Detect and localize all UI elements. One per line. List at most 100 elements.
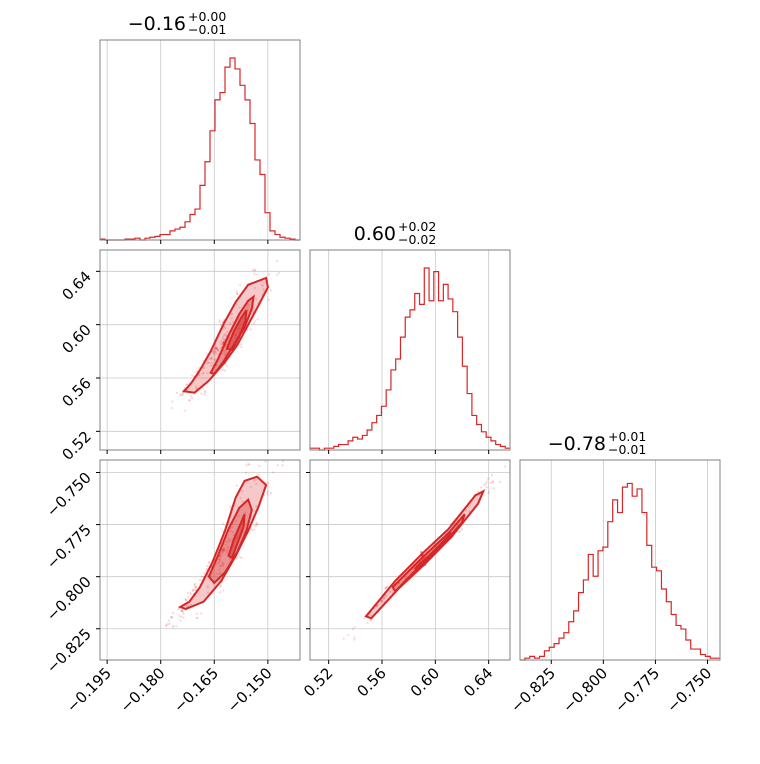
sample-point bbox=[201, 387, 204, 390]
sample-point bbox=[191, 588, 194, 592]
sample-point bbox=[255, 482, 258, 486]
sample-point bbox=[216, 348, 220, 352]
sample-point bbox=[375, 605, 378, 608]
sample-point bbox=[222, 522, 225, 525]
sample-point bbox=[182, 612, 185, 616]
sample-point bbox=[212, 350, 215, 353]
sample-point bbox=[376, 603, 380, 606]
y-tick-label: −0.750 bbox=[43, 469, 95, 521]
sample-point bbox=[218, 319, 221, 322]
sample-point bbox=[465, 509, 468, 512]
y-tick-label: 0.64 bbox=[58, 267, 94, 303]
sample-point bbox=[183, 409, 186, 412]
sample-point bbox=[239, 343, 243, 346]
sample-point bbox=[389, 591, 392, 594]
sample-point bbox=[222, 589, 225, 592]
sample-point bbox=[229, 322, 232, 325]
sample-point bbox=[491, 481, 494, 484]
sample-point bbox=[215, 347, 219, 350]
sample-point bbox=[202, 371, 205, 374]
sample-point bbox=[381, 599, 384, 602]
sample-point bbox=[213, 358, 216, 361]
sample-point bbox=[221, 343, 224, 346]
sample-point bbox=[243, 530, 246, 533]
sample-point bbox=[489, 481, 492, 484]
sample-point bbox=[239, 284, 242, 287]
sample-point bbox=[203, 393, 206, 396]
sample-point bbox=[231, 531, 235, 534]
sample-point bbox=[353, 636, 356, 639]
panel-frame bbox=[309, 249, 511, 451]
sample-point bbox=[219, 591, 222, 594]
sample-point bbox=[254, 268, 257, 271]
sample-point bbox=[221, 342, 224, 345]
sample-point bbox=[200, 575, 203, 578]
sample-point bbox=[231, 526, 234, 529]
sample-point bbox=[219, 564, 222, 568]
sample-point bbox=[235, 292, 239, 295]
contour-panel-0-2: −0.195 −0.180 −0.165 −0.150−0.825−0.800−0.7… bbox=[43, 459, 301, 716]
sample-point bbox=[216, 347, 219, 350]
panel-frame bbox=[99, 39, 301, 241]
x-tick-label: 0.60 bbox=[407, 664, 443, 700]
y-tick-label: 0.52 bbox=[58, 427, 94, 463]
sample-point bbox=[225, 351, 228, 354]
sample-point bbox=[221, 352, 224, 355]
sample-point bbox=[223, 353, 226, 357]
sample-point bbox=[223, 339, 226, 342]
sample-point bbox=[264, 460, 267, 463]
sample-point bbox=[266, 490, 269, 493]
param-title-value: −0.16 bbox=[128, 13, 186, 35]
sample-point bbox=[267, 298, 270, 301]
sample-point bbox=[246, 307, 249, 310]
sample-point bbox=[207, 562, 210, 565]
sample-point bbox=[219, 347, 222, 350]
x-tick-label: −0.825 bbox=[507, 664, 559, 716]
param-title-value: 0.60 bbox=[354, 223, 396, 245]
x-tick-label: −0.165 bbox=[170, 664, 222, 716]
param-title-lower: −0.01 bbox=[608, 442, 646, 457]
sample-point bbox=[461, 527, 464, 531]
sample-point bbox=[380, 599, 383, 602]
sample-point bbox=[227, 537, 231, 540]
panel-frame bbox=[99, 249, 301, 451]
sample-point bbox=[237, 553, 240, 556]
sample-point bbox=[253, 269, 256, 272]
sample-point bbox=[256, 318, 259, 321]
sample-point bbox=[221, 563, 225, 566]
sample-point bbox=[255, 521, 258, 525]
sample-point bbox=[260, 283, 263, 286]
sample-point bbox=[202, 367, 206, 370]
sample-point bbox=[252, 306, 255, 309]
sample-point bbox=[193, 582, 197, 585]
sample-point bbox=[195, 586, 198, 589]
sample-point bbox=[419, 551, 422, 554]
sample-point bbox=[205, 352, 209, 355]
sample-point bbox=[383, 596, 386, 600]
sample-point bbox=[492, 487, 496, 490]
sample-point bbox=[181, 393, 185, 397]
sample-point bbox=[231, 320, 234, 323]
sample-point bbox=[266, 493, 269, 496]
sample-point bbox=[363, 616, 366, 619]
y-tick-label: 0.60 bbox=[58, 321, 94, 357]
sample-point bbox=[188, 399, 191, 402]
sample-point bbox=[383, 587, 386, 590]
sample-point bbox=[253, 528, 256, 531]
sample-point bbox=[229, 529, 232, 533]
contour-level-2 bbox=[414, 532, 453, 574]
sample-point bbox=[211, 572, 214, 575]
histogram-line bbox=[310, 267, 510, 451]
sample-point bbox=[223, 325, 226, 328]
sample-point bbox=[186, 591, 190, 595]
x-tick-label: 0.56 bbox=[353, 664, 389, 700]
sample-point bbox=[384, 586, 388, 589]
sample-point bbox=[347, 633, 350, 637]
sample-point bbox=[194, 371, 197, 374]
sample-point bbox=[277, 272, 280, 275]
sample-point bbox=[281, 464, 284, 467]
sample-point bbox=[353, 626, 356, 629]
sample-point bbox=[224, 549, 227, 552]
sample-point bbox=[226, 552, 229, 555]
histogram-line bbox=[100, 57, 300, 241]
